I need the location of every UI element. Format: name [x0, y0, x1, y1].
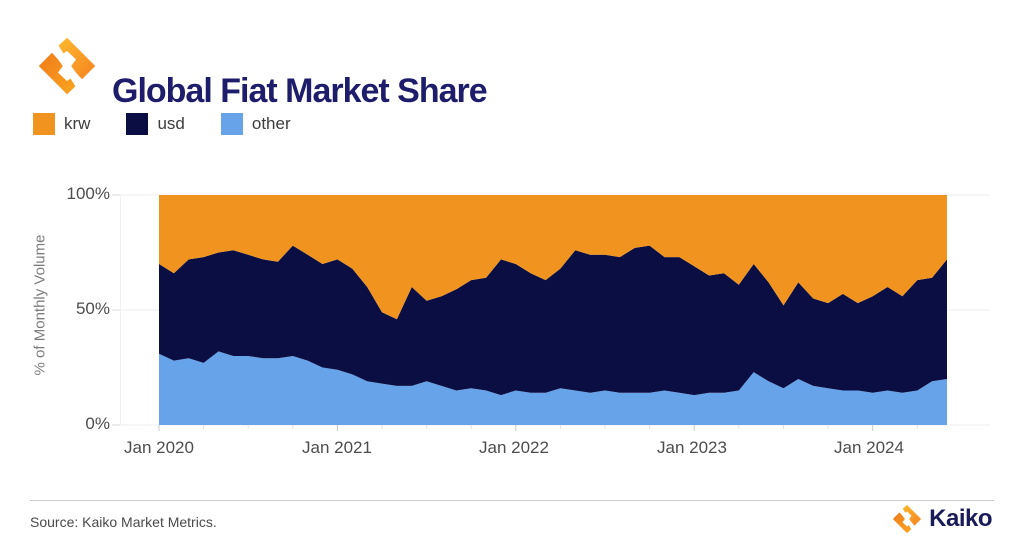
other-area-series	[159, 351, 947, 425]
y-tick-label-0: 0%	[85, 414, 110, 433]
y-tick-label-100: 100%	[66, 184, 110, 203]
kaiko-mark-icon	[38, 37, 96, 95]
legend-item-krw: krw	[33, 113, 90, 135]
footer-divider	[30, 500, 994, 501]
kaiko-mark-icon	[893, 504, 922, 534]
footer-brand: Kaiko	[892, 504, 992, 534]
krw-area-series	[159, 195, 947, 320]
x-tick-label-2021: Jan 2021	[302, 438, 372, 457]
page-title: Global Fiat Market Share	[112, 71, 488, 110]
x-tick-label-2023: Jan 2023	[657, 438, 727, 457]
y-axis-title: % of Monthly Volume	[31, 234, 49, 376]
legend-label-usd: usd	[157, 114, 185, 133]
source-note: Source: Kaiko Market Metrics.	[30, 514, 217, 530]
usd-swatch-icon	[126, 113, 149, 135]
legend-label-krw: krw	[64, 114, 91, 133]
legend-item-usd: usd	[126, 113, 185, 135]
x-tick-label-2022: Jan 2022	[479, 438, 549, 457]
stacked-area-plot	[112, 194, 990, 431]
krw-swatch-icon	[33, 113, 55, 135]
x-tick-label-2024: Jan 2024	[834, 438, 904, 457]
x-tick-label-2020: Jan 2020	[124, 438, 194, 457]
y-tick-label-50: 50%	[75, 299, 110, 318]
brand-wordmark: Kaiko	[929, 505, 992, 532]
other-swatch-icon	[220, 113, 243, 135]
chart-legend: krw usd other	[33, 113, 291, 135]
legend-item-other: other	[220, 113, 291, 135]
usd-area-series	[159, 245, 947, 396]
legend-label-other: other	[251, 114, 291, 133]
